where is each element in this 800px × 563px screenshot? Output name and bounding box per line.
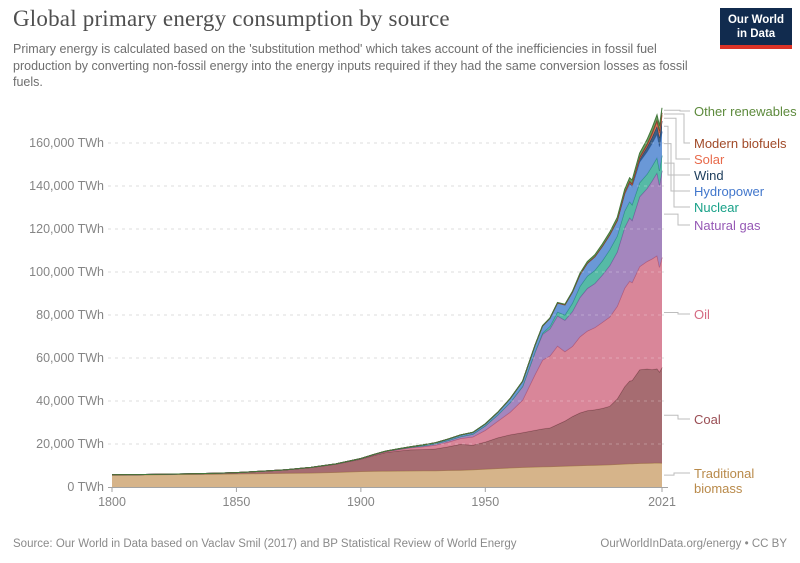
legend-item-other-renewables[interactable]: Other renewables <box>694 104 797 119</box>
legend-item-wind[interactable]: Wind <box>694 168 724 183</box>
legend-item-hydropower[interactable]: Hydropower <box>694 184 765 199</box>
y-tick-label: 100,000 TWh <box>29 265 104 279</box>
legend-item-nuclear[interactable]: Nuclear <box>694 200 739 215</box>
leader-line-nuclear <box>664 162 690 208</box>
leader-line-wind <box>664 125 690 176</box>
legend-item-natural-gas[interactable]: Natural gas <box>694 218 761 233</box>
legend-item-solar[interactable]: Solar <box>694 152 725 167</box>
x-tick-label: 1900 <box>346 495 375 509</box>
legend-item-coal[interactable]: Coal <box>694 412 721 427</box>
y-tick-label: 0 TWh <box>67 480 104 494</box>
y-tick-label: 80,000 TWh <box>36 308 104 322</box>
legend-item-traditional-biomass[interactable]: Traditional biomass <box>694 466 755 496</box>
logo-line1: Our World <box>727 14 784 26</box>
y-tick-label: 20,000 TWh <box>36 437 104 451</box>
leader-line-traditional-biomass <box>664 472 690 476</box>
legend-item-oil[interactable]: Oil <box>694 307 710 322</box>
leader-line-hydropower <box>664 143 690 192</box>
chart-footer: Source: Our World in Data based on Vacla… <box>13 538 787 550</box>
y-tick-label: 60,000 TWh <box>36 351 104 365</box>
leader-line-modern-biofuels <box>664 113 690 144</box>
area-traditional-biomass[interactable] <box>112 462 662 487</box>
page-subtitle: Primary energy is calculated based on th… <box>13 42 688 89</box>
x-tick-label: 2021 <box>648 495 676 509</box>
owid-logo[interactable]: Our World in Data <box>720 8 792 49</box>
area-coal[interactable] <box>112 367 662 476</box>
y-tick-label: 120,000 TWh <box>29 222 104 236</box>
leader-line-natural-gas <box>664 213 690 226</box>
x-tick-label: 1800 <box>98 495 126 509</box>
y-tick-label: 40,000 TWh <box>36 394 104 408</box>
source-note: Source: Our World in Data based on Vacla… <box>13 538 517 550</box>
leader-line-coal <box>664 414 690 420</box>
x-tick-label: 1950 <box>471 495 500 509</box>
area-oil[interactable] <box>112 255 662 475</box>
x-tick-label: 1850 <box>222 495 251 509</box>
leader-line-oil <box>664 312 690 315</box>
y-tick-label: 140,000 TWh <box>29 179 104 193</box>
page-title: Global primary energy consumption by sou… <box>13 6 450 31</box>
legend-item-modern-biofuels[interactable]: Modern biofuels <box>694 136 787 151</box>
area-edge-other-renewables <box>111 107 663 476</box>
license-link[interactable]: OurWorldInData.org/energy • CC BY <box>600 538 787 550</box>
logo-line2: in Data <box>736 28 776 41</box>
leader-line-solar <box>664 117 690 160</box>
leader-line-other-renewables <box>664 109 690 112</box>
y-tick-label: 160,000 TWh <box>29 136 104 150</box>
